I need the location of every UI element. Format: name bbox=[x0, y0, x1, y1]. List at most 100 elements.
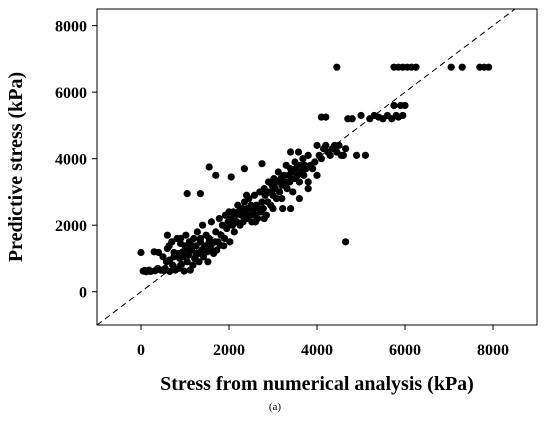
x-tick-label: 2000 bbox=[213, 342, 245, 359]
data-point bbox=[260, 214, 268, 223]
data-point bbox=[361, 151, 369, 159]
data-point bbox=[180, 267, 188, 275]
y-tick-label: 8000 bbox=[55, 19, 87, 36]
data-point bbox=[250, 191, 259, 199]
data-point bbox=[322, 141, 330, 149]
data-point bbox=[163, 231, 171, 239]
x-axis-label: Stress from numerical analysis (kPa) bbox=[160, 373, 474, 395]
data-point bbox=[230, 228, 238, 236]
data-point bbox=[204, 258, 212, 266]
data-point bbox=[269, 204, 277, 213]
data-point bbox=[485, 63, 493, 71]
data-point bbox=[300, 171, 308, 179]
data-point bbox=[260, 185, 268, 193]
data-point bbox=[177, 260, 186, 269]
data-point bbox=[401, 101, 409, 110]
data-point bbox=[294, 148, 303, 156]
data-point bbox=[193, 228, 201, 236]
data-point bbox=[196, 190, 204, 198]
data-point bbox=[155, 248, 163, 257]
data-point bbox=[342, 145, 350, 153]
data-point bbox=[458, 63, 466, 71]
data-point bbox=[223, 224, 231, 233]
data-point bbox=[215, 214, 223, 223]
y-axis-ticks: 0 2000 4000 6000 8000 bbox=[55, 19, 97, 302]
x-tick-label: 4000 bbox=[301, 342, 333, 359]
data-point bbox=[212, 171, 220, 179]
data-point bbox=[199, 253, 208, 261]
plot-area bbox=[96, 8, 538, 326]
x-axis-ticks: 0 2000 4000 6000 8000 bbox=[137, 325, 509, 359]
data-point bbox=[287, 148, 295, 156]
data-point bbox=[182, 231, 190, 239]
data-point bbox=[272, 195, 281, 203]
data-point bbox=[353, 151, 361, 159]
data-point bbox=[166, 267, 174, 276]
data-point bbox=[274, 168, 282, 176]
data-point bbox=[188, 241, 196, 249]
data-point bbox=[309, 165, 317, 173]
data-point bbox=[192, 251, 200, 259]
data-point bbox=[447, 63, 455, 71]
data-point bbox=[313, 171, 321, 179]
data-points bbox=[137, 63, 493, 276]
data-point bbox=[342, 238, 350, 246]
data-point bbox=[189, 261, 197, 269]
data-point bbox=[221, 234, 229, 243]
data-point bbox=[177, 234, 185, 243]
data-point bbox=[179, 253, 187, 261]
y-axis-label: Predictive stress (kPa) bbox=[5, 72, 27, 262]
data-point bbox=[390, 101, 398, 110]
data-point bbox=[207, 218, 215, 226]
data-point bbox=[335, 141, 343, 149]
data-point bbox=[137, 248, 145, 257]
data-point bbox=[195, 258, 203, 266]
data-point bbox=[311, 158, 319, 166]
data-point bbox=[304, 151, 312, 159]
data-point bbox=[183, 190, 191, 198]
data-point bbox=[289, 188, 297, 196]
data-point bbox=[276, 188, 284, 196]
data-point bbox=[304, 185, 312, 193]
y-tick-label: 0 bbox=[79, 285, 87, 302]
data-point bbox=[333, 63, 341, 71]
data-point bbox=[190, 234, 198, 243]
data-point bbox=[299, 155, 307, 163]
data-point bbox=[259, 204, 267, 213]
data-point bbox=[212, 228, 220, 236]
y-tick-label: 4000 bbox=[55, 152, 87, 169]
data-point bbox=[227, 173, 235, 181]
data-point bbox=[412, 63, 420, 71]
data-point bbox=[287, 204, 295, 213]
data-point bbox=[220, 242, 228, 250]
data-point bbox=[322, 113, 330, 121]
data-point bbox=[295, 178, 303, 186]
data-point bbox=[205, 238, 213, 246]
data-point bbox=[326, 151, 334, 159]
data-point bbox=[304, 178, 312, 186]
data-point bbox=[313, 141, 321, 149]
data-point bbox=[196, 234, 204, 243]
data-point bbox=[283, 185, 291, 193]
data-point bbox=[205, 163, 213, 171]
data-point bbox=[213, 246, 221, 254]
data-point bbox=[240, 165, 248, 173]
data-point bbox=[251, 218, 259, 226]
data-point bbox=[357, 111, 365, 120]
data-point bbox=[399, 111, 407, 120]
x-tick-label: 0 bbox=[137, 342, 145, 359]
y-tick-label: 6000 bbox=[55, 85, 87, 102]
data-point bbox=[258, 160, 266, 168]
data-point bbox=[348, 115, 356, 123]
y-tick-label: 2000 bbox=[55, 218, 87, 235]
data-point bbox=[168, 238, 176, 246]
data-point bbox=[339, 151, 347, 159]
data-point bbox=[295, 195, 303, 203]
data-point bbox=[159, 253, 167, 261]
data-point bbox=[258, 198, 266, 206]
data-point bbox=[201, 244, 209, 253]
x-tick-label: 6000 bbox=[389, 342, 421, 359]
data-point bbox=[199, 221, 207, 229]
data-point bbox=[317, 155, 325, 163]
